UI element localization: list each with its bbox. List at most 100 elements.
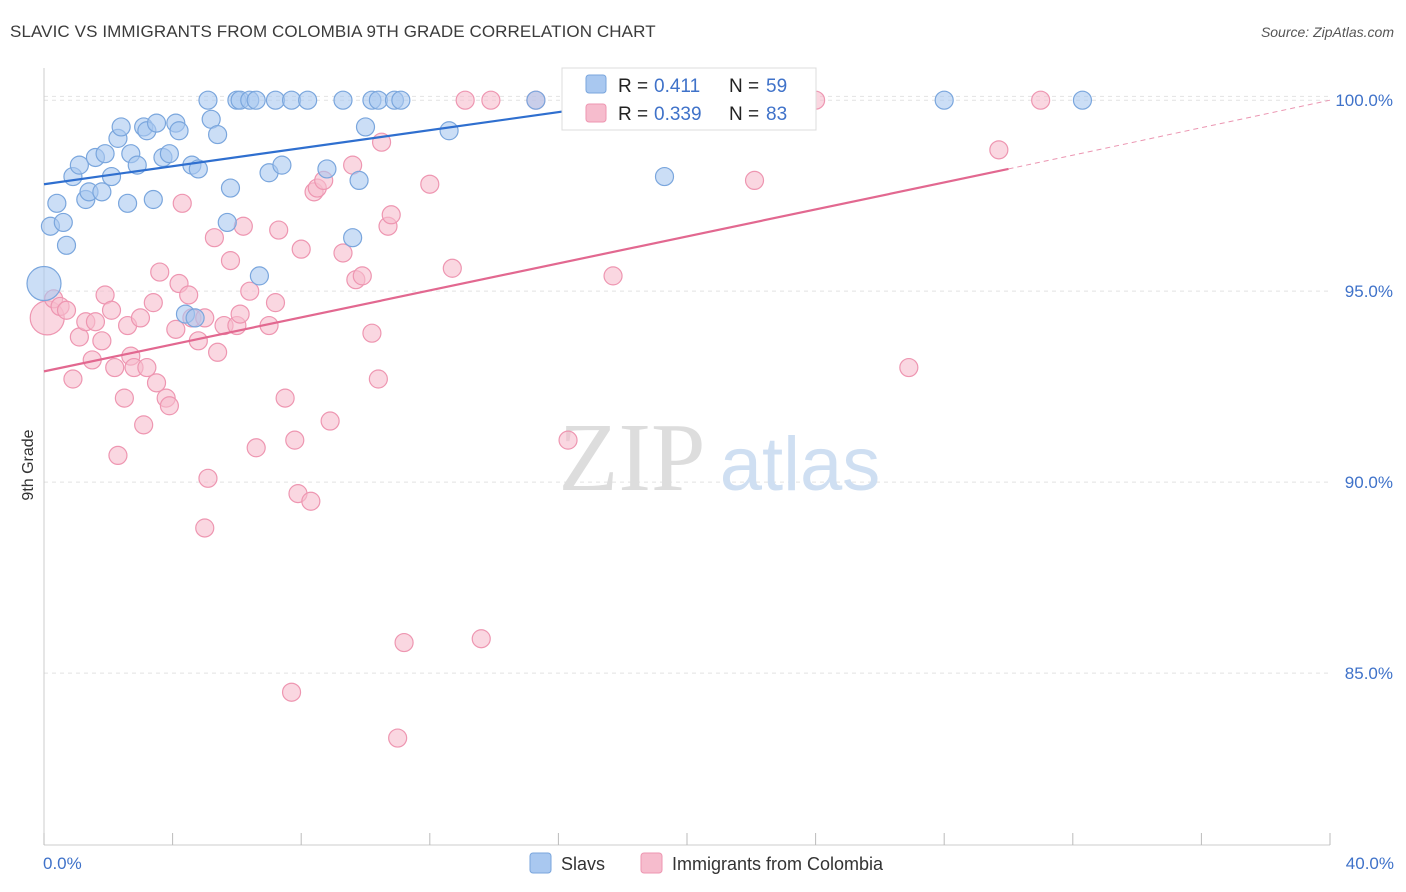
slavs-point-20 <box>143 189 163 210</box>
slavs-n-label: N = <box>729 76 759 97</box>
legend-label-slavs: Slavs <box>561 854 605 874</box>
colombia-point-68 <box>420 174 440 194</box>
colombia-point-74 <box>558 430 578 450</box>
y-tick-label-0: 100.0% <box>1335 91 1393 110</box>
colombia-point-21 <box>143 293 163 313</box>
slavs-point-0 <box>26 265 62 302</box>
y-tick-label-1: 95.0% <box>1345 282 1393 301</box>
colombia-point-70 <box>455 90 475 110</box>
slavs-points <box>26 90 1093 328</box>
colombia-point-80 <box>1031 90 1051 110</box>
colombia-point-14 <box>114 388 134 408</box>
colombia-point-35 <box>204 228 224 248</box>
slavs-point-45 <box>317 159 337 179</box>
colombia-point-56 <box>320 411 340 431</box>
colombia-point-26 <box>166 319 186 339</box>
y-tick-labels: 100.0% 95.0% 90.0% 85.0% <box>1335 91 1393 683</box>
watermark: ZIP atlas <box>559 404 881 512</box>
colombia-point-45 <box>265 293 286 313</box>
colombia-point-36 <box>208 342 228 362</box>
colombia-point-34 <box>195 518 215 538</box>
colombia-point-81 <box>989 140 1009 160</box>
colombia-trend-extension <box>1008 99 1331 170</box>
colombia-point-9 <box>92 331 112 351</box>
colombia-point-25 <box>159 396 179 416</box>
colombia-r-label: R = <box>618 104 648 125</box>
colombia-point-46 <box>269 220 289 240</box>
colombia-point-23 <box>150 262 170 282</box>
colombia-point-49 <box>285 430 305 450</box>
slavs-legend-swatch <box>585 74 607 94</box>
slavs-point-4 <box>56 235 77 255</box>
colombia-point-40 <box>230 304 250 324</box>
colombia-legend-swatch <box>585 103 607 123</box>
slavs-point-14 <box>111 117 131 137</box>
slavs-point-23 <box>159 144 179 164</box>
colombia-point-12 <box>105 357 125 378</box>
slavs-point-58 <box>1072 90 1093 110</box>
chart-title: SLAVIC VS IMMIGRANTS FROM COLOMBIA 9TH G… <box>10 22 656 41</box>
slavs-point-54 <box>439 121 459 141</box>
slavs-point-56 <box>654 166 675 187</box>
colombia-point-79 <box>899 357 919 378</box>
slavs-point-3 <box>53 212 73 233</box>
colombia-point-51 <box>291 239 311 259</box>
slavs-r-value: 0.411 <box>654 76 700 97</box>
slavs-point-21 <box>146 113 167 133</box>
watermark-zip: ZIP <box>559 404 706 512</box>
slavs-r-label: R = <box>618 76 648 97</box>
colombia-point-20 <box>137 357 157 378</box>
colombia-point-48 <box>281 682 302 702</box>
colombia-point-69 <box>442 258 462 278</box>
slavs-point-53 <box>391 90 411 110</box>
colombia-point-42 <box>240 281 260 301</box>
y-tick-label-2: 90.0% <box>1345 473 1393 492</box>
colombia-point-72 <box>481 90 501 110</box>
slavs-point-55 <box>526 90 546 110</box>
colombia-point-62 <box>368 369 388 389</box>
colombia-point-18 <box>130 308 151 328</box>
slavs-point-39 <box>249 266 270 286</box>
colombia-r-value: 0.339 <box>654 104 702 125</box>
slavs-point-28 <box>185 308 205 328</box>
slavs-point-49 <box>355 117 376 137</box>
legend-swatch-slavs <box>529 852 552 874</box>
slavs-n-value: 59 <box>766 76 787 97</box>
colombia-point-47 <box>275 388 295 408</box>
colombia-point-28 <box>172 193 192 213</box>
slavs-point-10 <box>92 182 112 202</box>
slavs-point-11 <box>95 144 115 164</box>
legend-label-colombia: Immigrants from Colombia <box>672 854 884 874</box>
colombia-point-71 <box>471 629 491 649</box>
y-axis-label: 9th Grade <box>20 429 37 500</box>
slavs-point-51 <box>368 90 388 110</box>
colombia-point-3 <box>56 300 77 320</box>
colombia-point-66 <box>388 728 408 748</box>
stats-legend: R = 0.411 N = 59 R = 0.339 N = 83 <box>561 67 817 131</box>
colombia-point-61 <box>362 323 382 343</box>
slavs-point-33 <box>217 212 237 233</box>
colombia-point-60 <box>352 266 372 286</box>
colombia-point-4 <box>63 369 83 389</box>
x-tick-label-left: 0.0% <box>43 854 82 873</box>
colombia-n-value: 83 <box>766 104 787 125</box>
slavs-point-43 <box>281 90 302 110</box>
colombia-point-57 <box>333 243 353 263</box>
colombia-points <box>29 90 1051 748</box>
colombia-point-41 <box>233 216 253 236</box>
colombia-n-label: N = <box>729 104 759 125</box>
slavs-trend-line <box>43 102 617 186</box>
slavs-point-48 <box>349 170 369 191</box>
colombia-point-67 <box>394 632 414 653</box>
colombia-point-19 <box>134 415 154 435</box>
axes <box>43 68 1331 846</box>
colombia-point-65 <box>381 205 401 225</box>
colombia-point-13 <box>108 445 128 466</box>
slavs-point-46 <box>333 90 353 110</box>
colombia-point-29 <box>179 285 199 305</box>
colombia-point-38 <box>220 251 241 271</box>
x-tick-label-right: 40.0% <box>1346 854 1394 873</box>
slavs-point-42 <box>272 155 292 175</box>
slavs-point-32 <box>208 124 228 145</box>
